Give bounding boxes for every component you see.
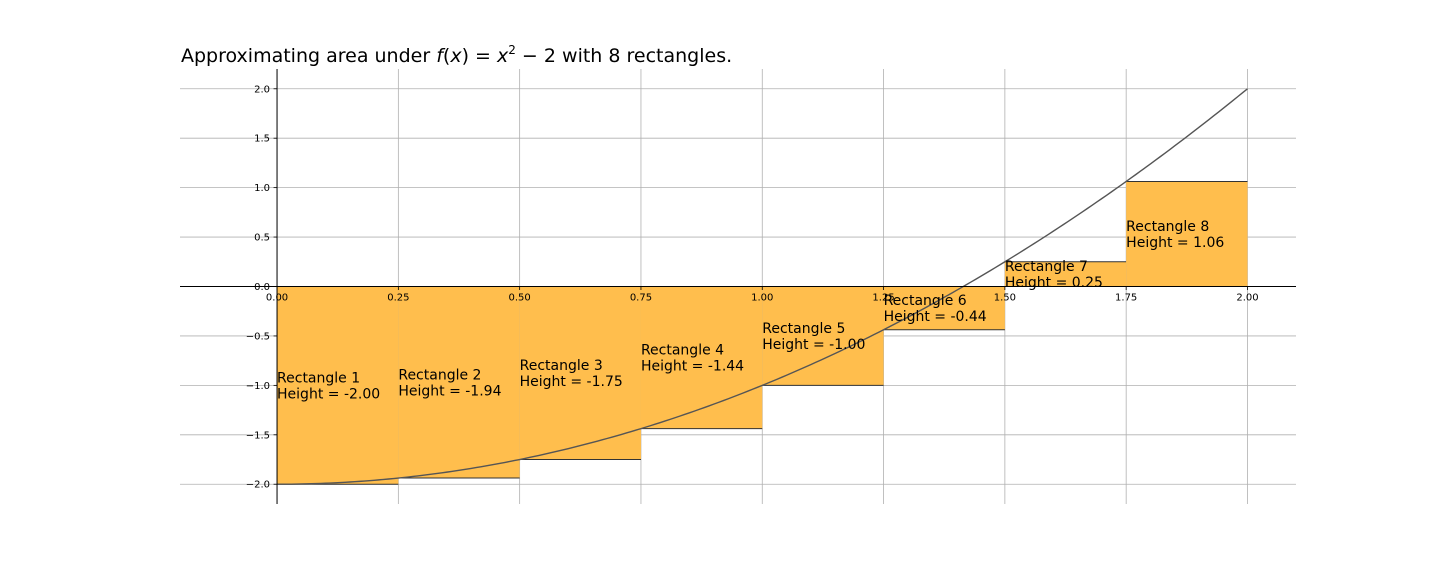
rectangle-name-label: Rectangle 3 <box>520 358 603 374</box>
rectangle-bar <box>762 286 884 386</box>
rectangle-height-label: Height = -0.44 <box>884 309 987 325</box>
rectangle-height-label: Height = -1.44 <box>641 359 744 375</box>
rectangle-height-label: Height = -1.00 <box>762 337 865 353</box>
rectangle-bar <box>277 286 399 485</box>
x-tick-label: 1.25 <box>872 293 894 304</box>
rectangle-height-label: Height = -2.00 <box>277 386 380 402</box>
chart-title: Approximating area under f(x) = x2 − 2 w… <box>181 43 732 67</box>
rectangle-name-label: Rectangle 7 <box>1005 259 1088 275</box>
rectangle-height-label: Height = -1.75 <box>520 374 623 390</box>
tick-labels: 0.00 0.25 0.50 0.75 1.00 1.25 1.50 1.75 2.00 2.0 1… <box>246 84 1259 490</box>
y-tick-label: 0.0 <box>254 282 270 293</box>
x-tick-label: 0.25 <box>387 293 409 304</box>
rectangle-name-label: Rectangle 2 <box>398 367 481 383</box>
title-paren-close: ) <box>462 45 469 67</box>
title-suffix: with 8 rectangles. <box>556 45 732 67</box>
title-func-f: f <box>436 45 446 67</box>
rectangle-bar <box>640 286 763 429</box>
rectangle-height-label: Height = 0.25 <box>1005 275 1103 291</box>
rectangle-bar <box>398 286 520 479</box>
x-tick-label: 0.75 <box>630 293 652 304</box>
rectangle-height-label: Height = -1.94 <box>398 383 501 399</box>
title-func-x: x <box>449 45 462 67</box>
title-minus: − <box>516 45 544 67</box>
rectangles <box>277 180 1248 485</box>
y-tick-label: 1.0 <box>254 183 270 194</box>
function-curve <box>277 88 1248 485</box>
y-tick-label: −0.5 <box>246 331 270 342</box>
y-tick-label: 0.5 <box>254 233 270 244</box>
y-tick-label: −2.0 <box>246 480 270 491</box>
y-tick-label: −1.5 <box>246 430 270 441</box>
title-prefix: Approximating area under <box>181 45 436 67</box>
rectangle-name-label: Rectangle 4 <box>641 343 724 359</box>
y-tick-label: 1.5 <box>254 134 270 145</box>
rectangle-bar <box>1126 181 1248 287</box>
rectangle-name-label: Rectangle 6 <box>884 293 967 309</box>
x-tick-label: 1.50 <box>994 293 1016 304</box>
function-curve-group <box>277 88 1248 485</box>
title-paren-open: ( <box>443 45 450 67</box>
title-equals: = <box>469 45 497 67</box>
rectangle-bar <box>1004 261 1127 287</box>
rectangle-name-label: Rectangle 8 <box>1126 219 1209 235</box>
x-tick-label: 1.00 <box>751 293 773 304</box>
rectangle-bar <box>883 286 1005 330</box>
title-exponent: 2 <box>508 43 516 57</box>
rectangle-name-label: Rectangle 5 <box>762 321 845 337</box>
title-var-x: x <box>496 45 509 67</box>
x-tick-label: 1.75 <box>1115 293 1137 304</box>
rectangle-bar <box>519 286 641 460</box>
y-tick-label: −1.0 <box>246 381 270 392</box>
y-tick-label: 2.0 <box>254 84 270 95</box>
x-tick-label: 2.00 <box>1236 293 1258 304</box>
title-constant: 2 <box>544 45 556 67</box>
x-tick-label: 0.50 <box>509 293 531 304</box>
rectangle-name-label: Rectangle 1 <box>277 370 360 386</box>
axes <box>180 69 1296 504</box>
x-tick-label: 0.00 <box>266 293 288 304</box>
rectangle-height-label: Height = 1.06 <box>1126 235 1224 251</box>
